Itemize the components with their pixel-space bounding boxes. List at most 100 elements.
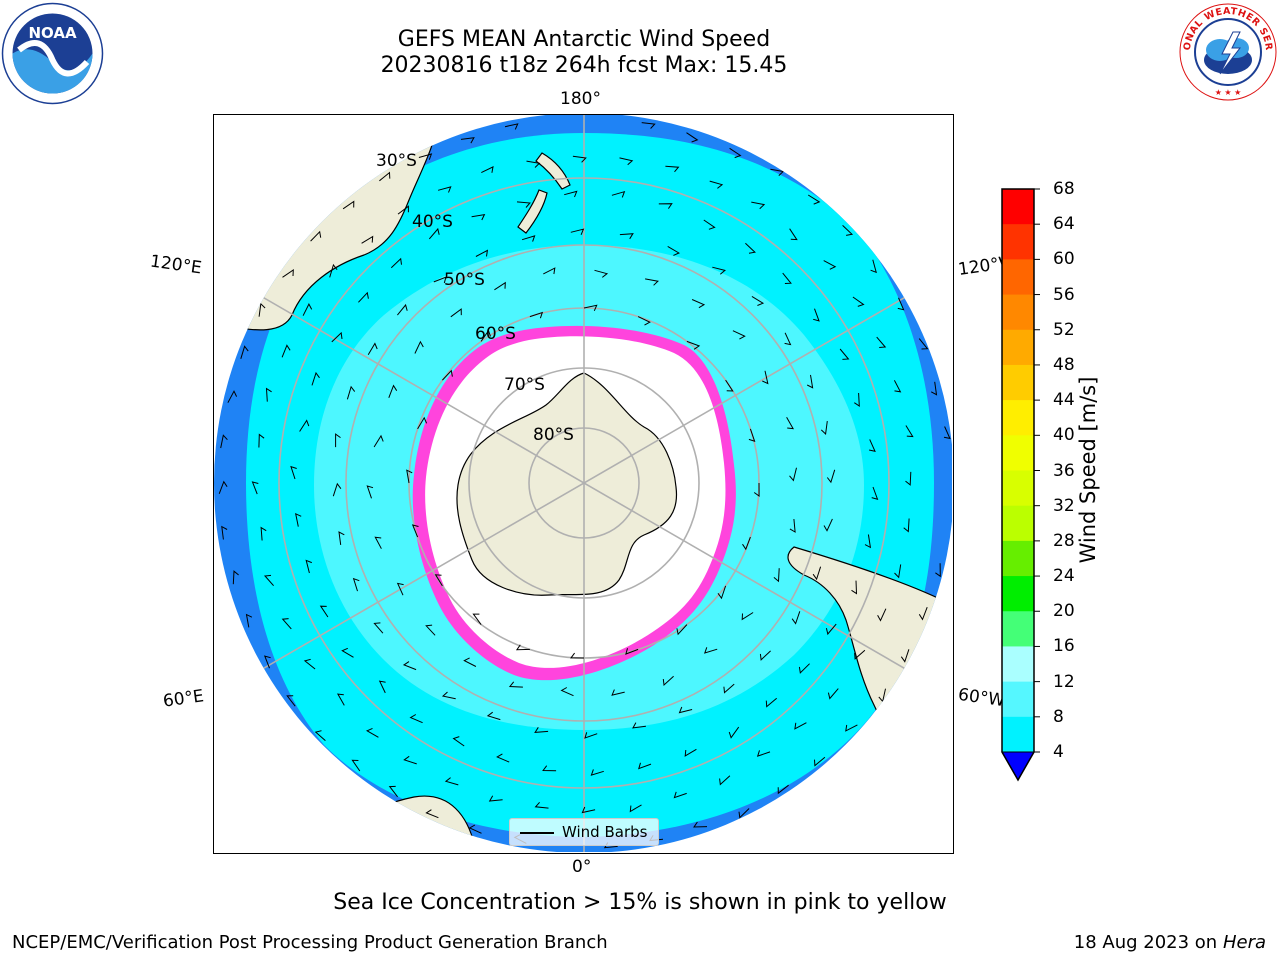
wind-barb: [486, 711, 501, 721]
wind-barb: [725, 379, 734, 392]
wind-barb: [365, 727, 379, 738]
colorbar-segment: [1002, 329, 1034, 366]
wind-barb: [684, 748, 697, 757]
wind-barb: [868, 439, 876, 453]
wind-barb: [876, 336, 887, 348]
wind-barb: [329, 263, 338, 278]
colorbar-segment: [1002, 505, 1034, 542]
wind-barb: [765, 697, 778, 708]
wind-barb: [641, 122, 656, 129]
polar-map: [214, 115, 952, 852]
wind-barb: [463, 657, 477, 667]
wind-barb: [361, 235, 374, 244]
colorbar-segment: [1002, 470, 1034, 507]
chart-title: GEFS MEAN Antarctic Wind Speed: [397, 27, 771, 52]
colorbar-tick-label: 16: [1053, 636, 1075, 657]
wind-barb: [572, 155, 587, 163]
wind-barb: [406, 469, 413, 484]
wind-barb: [299, 419, 310, 432]
colorbar-segment: [1002, 294, 1034, 331]
wind-barb: [331, 331, 343, 343]
wind-barb: [611, 689, 625, 696]
lat-label-70s: 70°S: [504, 375, 545, 395]
colorbar-segment: [1002, 611, 1034, 647]
wind-barb: [905, 425, 914, 438]
colorbar-tick-label: 12: [1053, 671, 1075, 692]
wind-barb: [717, 585, 727, 600]
wind-barb: [900, 649, 910, 663]
wind-barb: [864, 534, 872, 549]
colorbar-segment: [1002, 364, 1034, 401]
madagascar: [214, 766, 298, 821]
colorbar-tick-label: 64: [1053, 214, 1075, 235]
wind-barb: [825, 623, 837, 636]
wind-barb: [676, 624, 688, 636]
lat-label-50s: 50°S: [444, 270, 485, 290]
wind-barb: [346, 385, 356, 400]
wind-barb: [784, 332, 792, 346]
wind-barb: [625, 648, 639, 655]
wind-barb: [437, 186, 452, 193]
wind-barb: [245, 613, 253, 628]
colorbar-extend-arrow: [1001, 751, 1035, 782]
noaa-logo-text: NOAA: [28, 24, 77, 42]
wind-barb: [789, 518, 796, 533]
wind-barb: [220, 434, 228, 449]
colorbar-tick-label: 20: [1053, 601, 1075, 622]
wind-barb: [719, 775, 731, 786]
wind-barb: [584, 732, 598, 739]
colorbar-segment: [1002, 646, 1034, 683]
wind-barb: [480, 329, 491, 342]
footer-date: 18 Aug 2023 on Hera: [1074, 932, 1266, 953]
wind-barb: [570, 652, 585, 659]
wind-barb: [311, 371, 320, 386]
wind-barb: [839, 348, 850, 360]
colorbar-tick-label: 24: [1053, 566, 1075, 587]
noaa-logo: NOAA: [1, 2, 104, 105]
wind-barb: [918, 607, 928, 621]
wind-barb: [305, 559, 312, 574]
wind-barb: [441, 691, 456, 700]
wind-barb: [488, 795, 503, 802]
wind-barb: [823, 518, 833, 532]
wind-barb: [417, 416, 428, 430]
wind-barb: [373, 434, 384, 448]
map-frame: 30°S 40°S 50°S 60°S 70°S 80°S: [213, 114, 954, 854]
wind-barb: [319, 605, 329, 618]
colorbar-tick-label: 48: [1053, 354, 1075, 375]
lon-label-120e: 120°E: [148, 251, 203, 279]
wind-barb: [263, 655, 271, 669]
wind-barb: [221, 525, 228, 540]
wind-barb: [534, 801, 549, 809]
wind-barb: [741, 612, 754, 621]
wind-barb: [240, 345, 249, 359]
wind-barb: [897, 297, 905, 311]
wind-barb: [770, 168, 785, 176]
wind-barb: [358, 291, 369, 303]
colorbar-tick-label: 60: [1053, 249, 1075, 270]
wind-barb: [282, 269, 294, 278]
footer-host: Hera: [1222, 932, 1266, 953]
wind-barb: [638, 762, 652, 770]
wind-barb: [373, 622, 384, 634]
wind-barb: [812, 566, 822, 581]
wind-barb: [732, 330, 746, 340]
wind-barb: [390, 257, 402, 269]
wind-barb: [310, 230, 322, 242]
wind-barb: [496, 753, 510, 763]
colorbar-tick-label: 32: [1053, 495, 1075, 516]
wind-barb: [594, 269, 609, 278]
wind-barb: [645, 278, 659, 286]
wind-barb: [845, 724, 858, 732]
chart-subtitle: 20230816 t18z 264h fcst Max: 15.45: [380, 53, 788, 78]
wind-barb: [314, 730, 326, 741]
wind-barb: [414, 340, 424, 354]
wind-barb: [729, 147, 742, 159]
wind-barb: [712, 266, 726, 275]
wind-barb: [471, 213, 486, 221]
wind-barb: [662, 675, 674, 687]
wind-barb: [820, 421, 828, 436]
wind-barb: [450, 308, 462, 318]
wind-barb: [388, 785, 398, 798]
wind-barb: [748, 428, 756, 442]
